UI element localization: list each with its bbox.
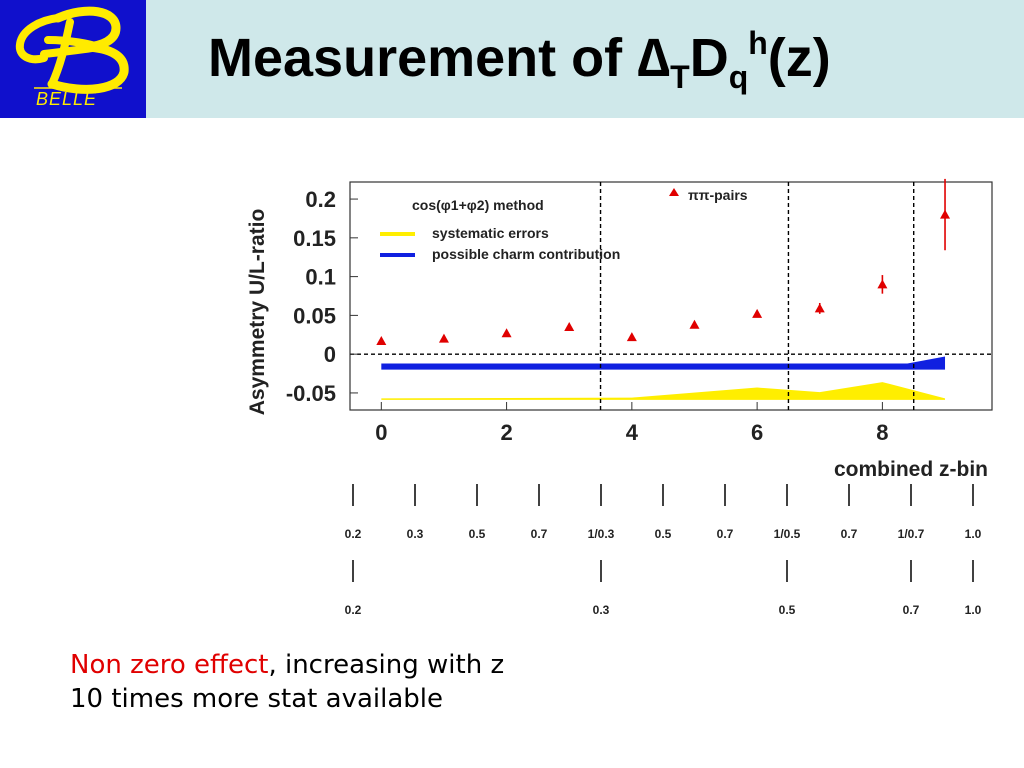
note-highlight: Non zero effect: [70, 650, 269, 680]
scale2-label: 1.0: [965, 603, 982, 617]
title-suffix: (z): [767, 28, 831, 88]
scale1-label: 0.7: [717, 527, 734, 541]
data-point: [501, 328, 512, 338]
scale1-label: 0.5: [655, 527, 672, 541]
scale1-label: 0.3: [407, 527, 424, 541]
x-tick-label: 0: [375, 420, 387, 445]
scale1-label: 0.5: [469, 527, 486, 541]
x-axis-label: combined z-bin: [834, 458, 988, 481]
legend-label: possible charm contribution: [432, 246, 620, 262]
belle-logo: BELLE: [0, 0, 146, 118]
note-line-2: 10 times more stat available: [70, 684, 444, 714]
y-tick-label: 0.15: [293, 226, 336, 251]
x-tick-label: 4: [626, 420, 639, 445]
title-delta: ∆: [637, 28, 671, 88]
scale2-label: 0.5: [779, 603, 796, 617]
data-point: [940, 209, 951, 219]
asymmetry-chart: 0.2 0.15 0.1 0.05 0 -0.05 0 2 4 6 8 Asymmetry U/L-r…: [246, 178, 993, 617]
scale1-label: 1.0: [965, 527, 982, 541]
data-point: [438, 333, 449, 343]
data-point: [376, 335, 387, 345]
y-tick-label: -0.05: [286, 381, 336, 406]
scale1-label: 0.2: [345, 527, 362, 541]
note-line-1: Non zero effect, increasing with z: [70, 648, 504, 682]
method-label: cos(φ1+φ2) method: [412, 197, 544, 213]
scale1-label: 1/0.3: [588, 527, 615, 541]
y-tick-label: 0.1: [305, 265, 336, 290]
x-tick-label: 2: [500, 420, 512, 445]
band-systematic-errors: [381, 382, 946, 400]
title-sup-h: h: [748, 25, 768, 61]
data-point: [877, 279, 888, 289]
scale1-label: 1/0.7: [898, 527, 925, 541]
plot-frame: [349, 181, 993, 411]
data-point: [752, 308, 763, 318]
page-title: Measurement of ∆TDqh(z): [208, 18, 831, 98]
y-axis-label: Asymmetry U/L-ratio: [246, 209, 269, 416]
header-bar: BELLE Measurement of ∆TDqh(z): [0, 0, 1024, 118]
x-tick-label: 8: [876, 420, 888, 445]
legend-label: ππ-pairs: [688, 187, 748, 203]
scale2-label: 0.2: [345, 603, 362, 617]
scale1-label: 1/0.5: [774, 527, 801, 541]
data-point: [564, 322, 575, 332]
title-d: D: [689, 28, 729, 88]
y-tick-label: 0.05: [293, 303, 336, 328]
y-tick-label: 0.2: [305, 187, 336, 212]
y-tick-label: 0: [324, 342, 336, 367]
title-sub-q: q: [728, 59, 749, 95]
data-point: [689, 319, 700, 329]
data-point: [814, 303, 825, 313]
title-sub-t: T: [670, 59, 690, 95]
scale2-label: 0.3: [593, 603, 610, 617]
note-rest: , increasing with z: [268, 650, 505, 680]
data-point: [626, 332, 637, 342]
title-prefix: Measurement of: [208, 28, 638, 88]
x-tick-label: 6: [751, 420, 763, 445]
band-possible-charm-contribution: [381, 356, 946, 370]
logo-caption: BELLE: [36, 89, 98, 109]
legend-label: systematic errors: [432, 225, 549, 241]
notes: Non zero effect, increasing with z 10 ti…: [70, 648, 504, 716]
belle-logo-graphic: [15, 6, 129, 94]
scale2-label: 0.7: [903, 603, 920, 617]
scale1-label: 0.7: [531, 527, 548, 541]
legend-marker: [669, 188, 679, 196]
scale1-label: 0.7: [841, 527, 858, 541]
